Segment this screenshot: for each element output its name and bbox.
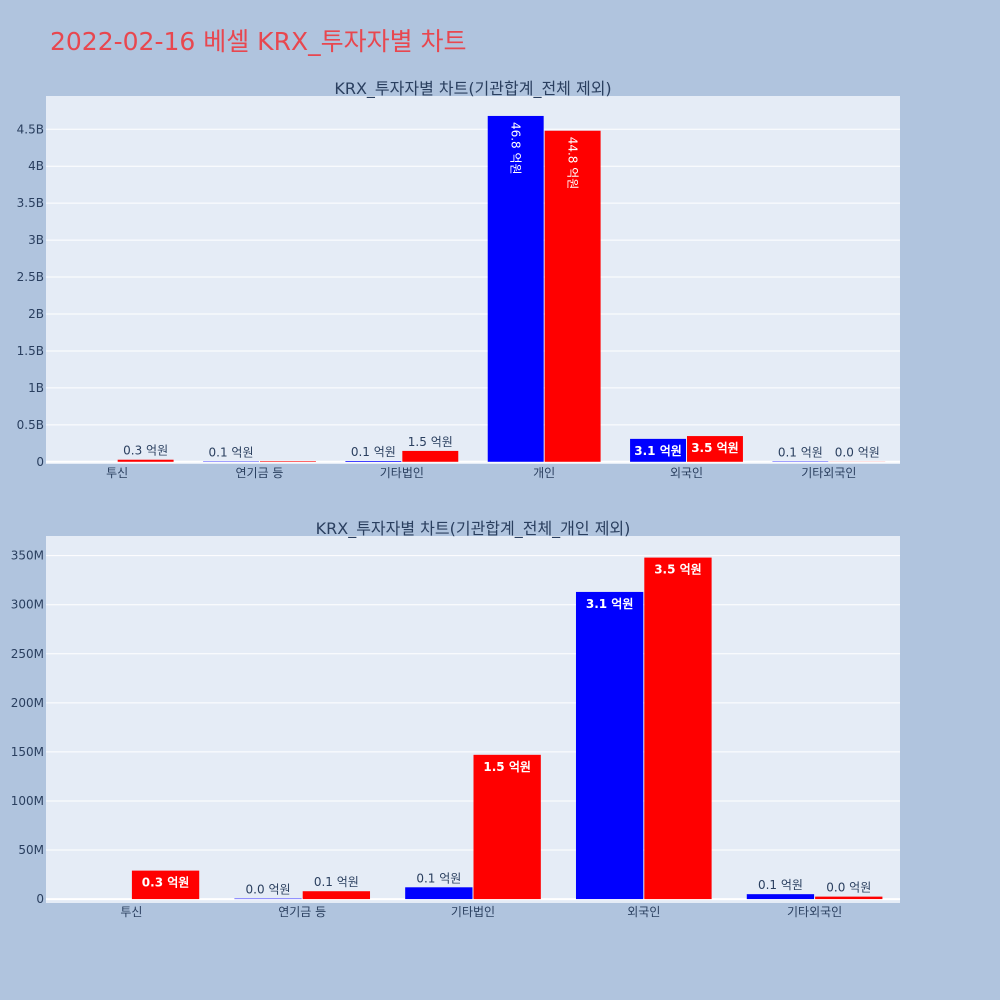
x-tick-label: 외국인 bbox=[670, 466, 703, 480]
y-tick-label: 3.5B bbox=[17, 196, 44, 210]
y-tick-label: 1.5B bbox=[17, 344, 44, 358]
x-tick-label: 기타외국인 bbox=[787, 905, 842, 919]
data-label: 0.1 억원 bbox=[778, 445, 823, 459]
bar-series-a bbox=[405, 887, 473, 900]
bar-series-a bbox=[746, 894, 815, 900]
bar-series-b bbox=[815, 896, 883, 900]
data-label: 1.5 억원 bbox=[408, 435, 453, 449]
page-title: 2022-02-16 베셀 KRX_투자자별 차트 bbox=[50, 27, 467, 56]
y-tick-label: 100M bbox=[11, 794, 44, 808]
bar-series-b bbox=[544, 130, 601, 462]
data-label: 0.0 억원 bbox=[835, 446, 880, 460]
bar-series-a bbox=[575, 591, 644, 900]
bar-series-b bbox=[402, 450, 459, 462]
y-tick-label: 200M bbox=[11, 696, 44, 710]
y-tick-label: 300M bbox=[11, 598, 44, 612]
x-tick-label: 기타법인 bbox=[451, 905, 495, 919]
chart-title: KRX_투자자별 차트(기관합계_전체 제외) bbox=[334, 79, 611, 99]
y-tick-label: 2B bbox=[28, 307, 44, 321]
x-tick-label: 연기금 등 bbox=[236, 466, 284, 480]
bar-series-b bbox=[117, 459, 174, 462]
y-tick-label: 4B bbox=[28, 159, 44, 173]
bar-series-b bbox=[131, 870, 200, 900]
y-tick-label: 0 bbox=[36, 892, 44, 906]
chart-title: KRX_투자자별 차트(기관합계_전체_개인 제외) bbox=[316, 519, 631, 539]
y-tick-label: 0.5B bbox=[17, 418, 44, 432]
bar-series-b bbox=[302, 891, 371, 900]
data-label: 46.8 억원 bbox=[509, 122, 523, 175]
bar-series-a bbox=[487, 115, 544, 462]
y-tick-label: 1B bbox=[28, 381, 44, 395]
data-label: 0.1 억원 bbox=[416, 871, 461, 885]
data-label: 0.1 억원 bbox=[209, 445, 254, 459]
data-label: 1.5 억원 bbox=[483, 760, 531, 774]
x-tick-label: 투신 bbox=[106, 466, 128, 480]
data-label: 0.1 억원 bbox=[314, 875, 359, 889]
data-label: 0.0 억원 bbox=[826, 881, 871, 895]
x-tick-label: 연기금 등 bbox=[278, 905, 326, 919]
data-label: 44.8 억원 bbox=[566, 137, 580, 190]
data-label: 3.1 억원 bbox=[586, 597, 634, 611]
bar-series-a bbox=[630, 438, 686, 462]
data-label: 0.1 억원 bbox=[758, 878, 803, 892]
data-label: 3.5 억원 bbox=[654, 563, 702, 577]
chart-2: 0 50M 100M 150M 200M 250M 300M 350M KRX_투자자별 차트(… bbox=[11, 519, 900, 919]
data-label: 0.0 억원 bbox=[246, 883, 291, 897]
y-tick-label: 50M bbox=[18, 843, 44, 857]
y-tick-label: 150M bbox=[11, 745, 44, 759]
y-tick-label: 3B bbox=[28, 233, 44, 247]
y-tick-label: 2.5B bbox=[17, 270, 44, 284]
y-tick-label: 250M bbox=[11, 647, 44, 661]
data-label: 0.3 억원 bbox=[142, 876, 190, 890]
bar-series-b bbox=[644, 557, 712, 900]
y-tick-label: 4.5B bbox=[17, 122, 44, 136]
plot-area bbox=[46, 536, 900, 903]
data-label: 0.1 억원 bbox=[351, 445, 396, 459]
x-tick-label: 투신 bbox=[120, 905, 142, 919]
data-label: 3.5 억원 bbox=[691, 441, 739, 455]
bar-series-b bbox=[687, 436, 743, 462]
chart-1: 0 0.5B 1B 1.5B 2B 2.5B 3B 3.5B 4B 4.5B KRX_투자자별 차트… bbox=[17, 79, 900, 480]
plot-area bbox=[46, 96, 900, 464]
bar-series-b bbox=[260, 461, 316, 462]
data-label: 0.3 억원 bbox=[123, 444, 168, 458]
y-tick-label: 0 bbox=[36, 455, 44, 469]
x-tick-label: 기타외국인 bbox=[801, 466, 856, 480]
x-tick-label: 기타법인 bbox=[380, 466, 424, 480]
y-tick-label: 350M bbox=[11, 549, 44, 563]
bar-series-b bbox=[473, 754, 541, 900]
x-tick-label: 개인 bbox=[533, 466, 555, 480]
data-label: 3.1 억원 bbox=[634, 444, 682, 458]
bar-series-a bbox=[345, 461, 402, 462]
x-tick-label: 외국인 bbox=[627, 905, 660, 919]
